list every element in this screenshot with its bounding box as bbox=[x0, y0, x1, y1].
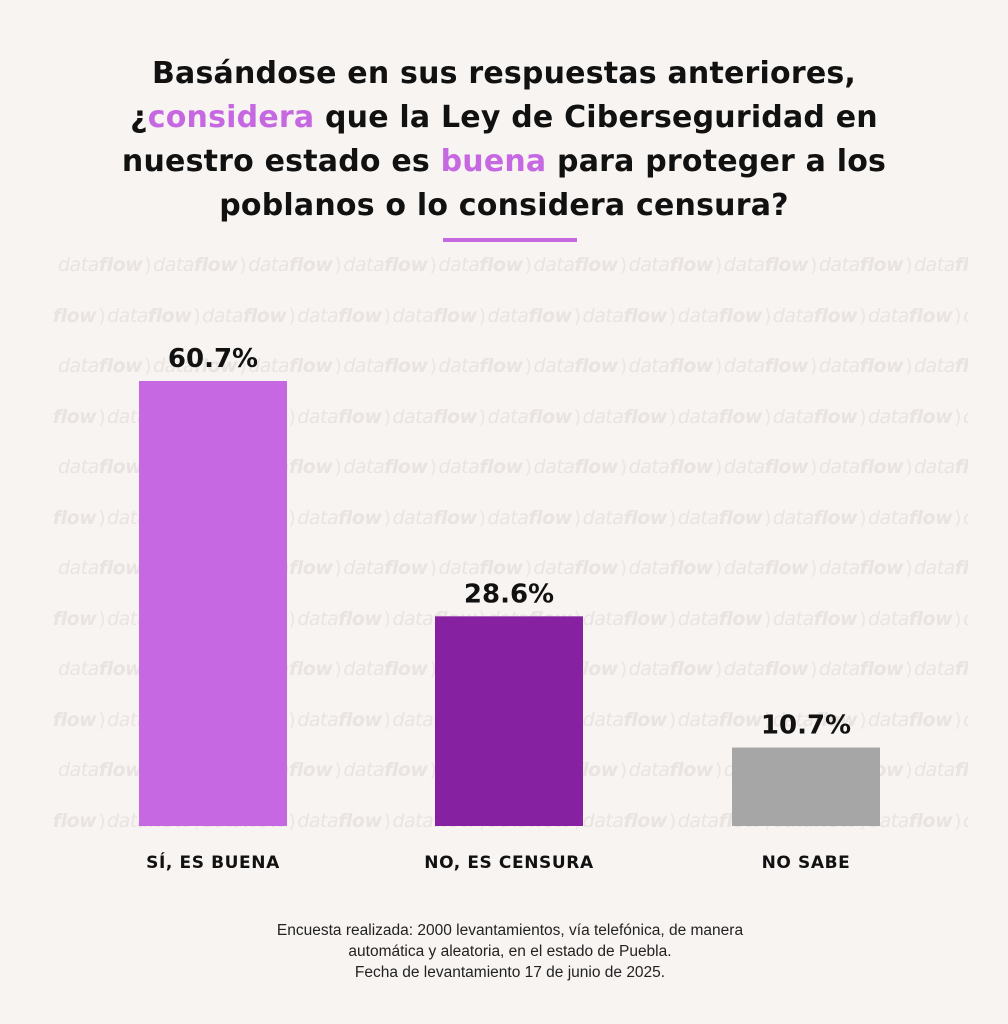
watermark-row: dataflow)dataflow)dataflow)dataflow)data… bbox=[52, 304, 968, 327]
bar-chart: 60.7% SÍ, ES BUENA 28.6% NO, ES CENSURA 10.7… bbox=[139, 344, 880, 873]
value-label-2: 28.6% bbox=[464, 579, 554, 609]
title-text: ¿ bbox=[130, 100, 148, 135]
title-text: para proteger a los bbox=[546, 144, 887, 179]
watermark-row: dataflow)dataflow)dataflow)dataflow)data… bbox=[58, 355, 968, 377]
value-label-3: 10.7% bbox=[761, 711, 851, 741]
title-line-3: nuestro estado es buena para proteger a … bbox=[60, 140, 948, 184]
footnote-line-1: Encuesta realizada: 2000 levantamientos,… bbox=[276, 922, 744, 939]
chart-title: Basándose en sus respuestas anteriores, … bbox=[60, 52, 948, 228]
bar-2 bbox=[435, 616, 583, 826]
category-label-2: NO, ES CENSURA bbox=[424, 853, 594, 873]
title-highlight-buena: buena bbox=[440, 144, 547, 179]
bar-1 bbox=[139, 381, 287, 826]
title-text: que la Ley de Ciberseguridad en bbox=[314, 100, 878, 135]
title-underline bbox=[443, 238, 577, 242]
category-label-3: NO SABE bbox=[762, 853, 851, 873]
title-line-1: Basándose en sus respuestas anteriores, bbox=[151, 56, 857, 91]
footnote-line-2: automática y aleatoria, en el estado de … bbox=[348, 943, 672, 960]
footnote-line-3: Fecha de levantamiento 17 de junio de 20… bbox=[354, 964, 666, 981]
value-label-1: 60.7% bbox=[168, 344, 258, 374]
watermark-row: dataflow)dataflow)dataflow)dataflow)data… bbox=[58, 254, 968, 276]
title-text: nuestro estado es bbox=[121, 144, 441, 179]
title-line-4: poblanos o lo considera censura? bbox=[219, 188, 789, 223]
footnote: Encuesta realizada: 2000 levantamientos,… bbox=[160, 920, 860, 983]
title-line-2: ¿considera que la Ley de Ciberseguridad … bbox=[60, 96, 948, 140]
title-highlight-considera: considera bbox=[147, 100, 315, 135]
category-label-1: SÍ, ES BUENA bbox=[146, 851, 280, 873]
bar-3 bbox=[732, 747, 880, 826]
watermark-row: dataflow)dataflow)dataflow)dataflow)data… bbox=[52, 506, 968, 529]
